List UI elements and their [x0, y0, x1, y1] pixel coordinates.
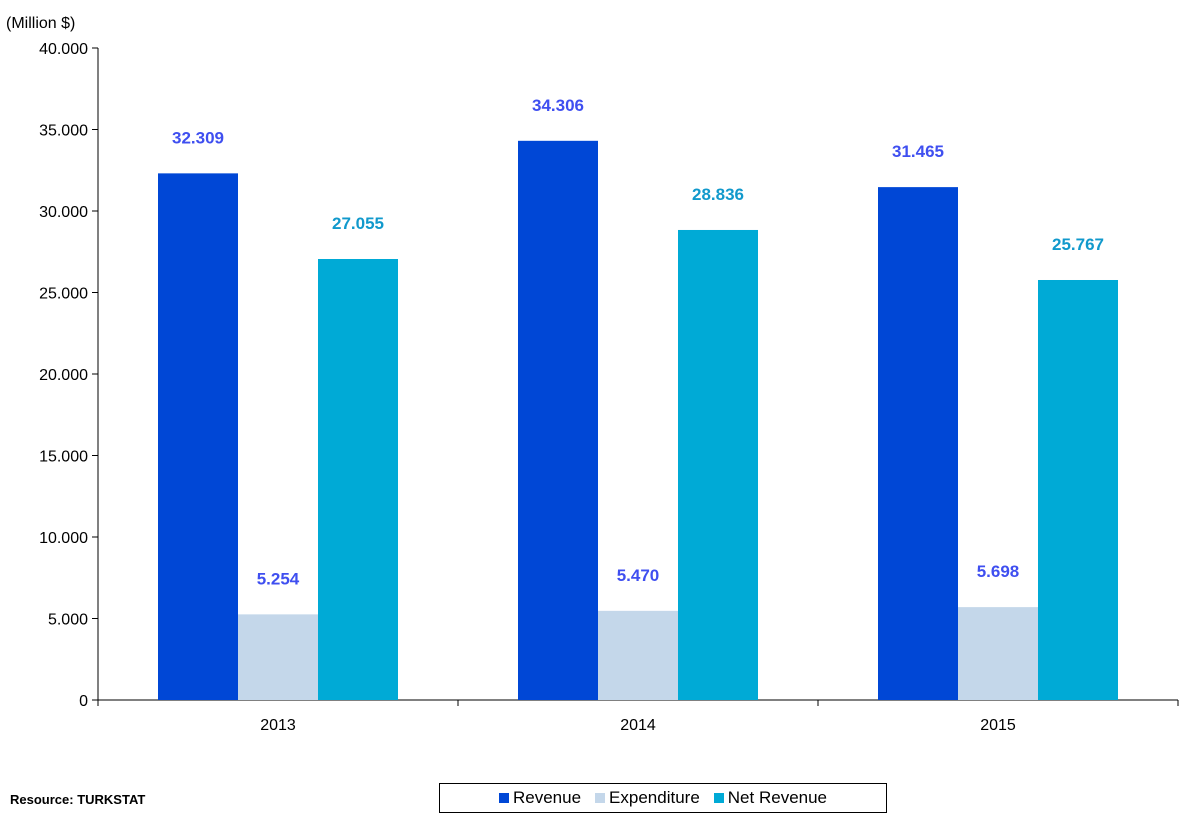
data-label: 31.465 — [892, 142, 944, 161]
y-tick-label: 15.000 — [39, 449, 88, 466]
y-axis: 0 5.000 10.000 15.000 20.000 25.000 30.000 35.0… — [39, 41, 99, 710]
bars — [158, 140, 1118, 701]
data-label: 5.698 — [977, 562, 1020, 581]
y-tick-label: 20.000 — [39, 367, 88, 384]
y-tick-label: 30.000 — [39, 204, 88, 221]
x-tick-label: 2014 — [620, 717, 656, 734]
bar-net-revenue-2014 — [678, 229, 758, 700]
legend-label: Revenue — [512, 788, 582, 807]
legend-item-net-revenue: Net Revenue — [713, 788, 828, 808]
data-label: 32.309 — [172, 128, 224, 147]
y-tick-label: 5.000 — [48, 612, 88, 629]
data-labels: 32.309 5.254 27.055 34.306 5.470 28.836 31.465… — [172, 96, 1104, 589]
data-label: 27.055 — [332, 214, 384, 233]
legend: Revenue Expenditure Net Revenue — [439, 783, 887, 813]
x-axis: 2013 2014 2015 — [97, 699, 1179, 734]
bar-expenditure-2013 — [238, 614, 318, 700]
data-label: 5.254 — [257, 569, 300, 588]
bar-revenue-2014 — [518, 140, 598, 700]
bar-expenditure-2015 — [958, 607, 1038, 700]
y-tick-label: 25.000 — [39, 286, 88, 303]
bar-revenue-2013 — [158, 173, 238, 701]
bar-revenue-2015 — [878, 187, 958, 701]
x-tick-label: 2015 — [980, 717, 1016, 734]
legend-swatch — [498, 793, 509, 803]
legend-swatch — [595, 793, 606, 803]
bar-chart: (Million $) 0 5.000 10.000 15.000 20.000 25.0… — [6, 15, 1179, 734]
y-unit-label: (Million $) — [6, 15, 75, 32]
y-tick-label: 40.000 — [39, 41, 88, 58]
bar-net-revenue-2013 — [318, 259, 398, 700]
bar-expenditure-2014 — [598, 610, 678, 700]
data-label: 25.767 — [1052, 235, 1104, 254]
legend-label: Net Revenue — [727, 788, 828, 807]
y-tick-label: 10.000 — [39, 530, 88, 547]
legend-item-expenditure: Expenditure — [595, 788, 700, 808]
legend-swatch — [713, 793, 724, 803]
y-tick-label: 0 — [79, 693, 88, 710]
data-label: 34.306 — [532, 96, 584, 115]
x-tick-label: 2013 — [260, 717, 296, 734]
source-note: Resource: TURKSTAT — [10, 792, 146, 807]
data-label: 5.470 — [617, 566, 660, 585]
bar-net-revenue-2015 — [1038, 279, 1118, 700]
legend-label: Expenditure — [609, 788, 700, 807]
legend-item-revenue: Revenue — [498, 788, 582, 808]
data-label: 28.836 — [692, 185, 744, 204]
y-tick-label: 35.000 — [39, 123, 88, 140]
